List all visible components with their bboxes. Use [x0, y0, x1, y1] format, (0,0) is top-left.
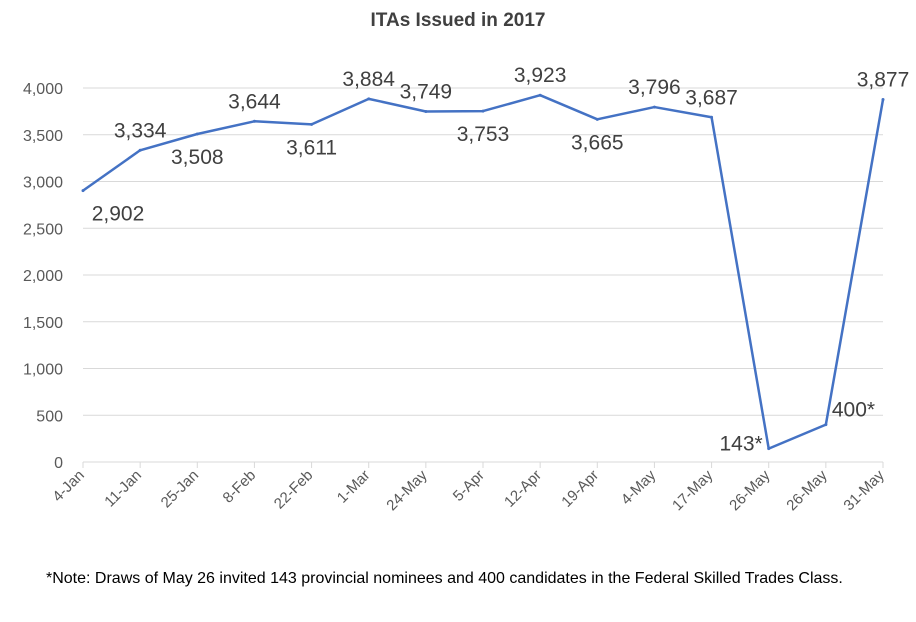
data-point: [595, 117, 599, 121]
x-tick-label: 5-Apr: [450, 467, 488, 505]
y-tick-label: 1,500: [23, 315, 63, 332]
data-point: [538, 93, 542, 97]
x-tick-label: 22-Feb: [271, 467, 317, 513]
x-tick-label: 11-Jan: [101, 467, 145, 511]
data-label: 3,334: [114, 119, 167, 142]
x-tick-label: 17-May: [669, 466, 717, 514]
data-label: 3,687: [685, 86, 738, 109]
y-tick-label: 1,000: [23, 362, 63, 379]
data-point: [367, 97, 371, 101]
data-point: [138, 148, 142, 152]
data-point: [824, 423, 828, 427]
data-label: 3,749: [400, 80, 453, 103]
data-label: 3,877: [857, 69, 910, 92]
data-point: [767, 447, 771, 451]
y-tick-label: 4,000: [23, 81, 63, 98]
data-label: 3,665: [571, 131, 624, 154]
data-label: 143*: [719, 433, 762, 456]
x-tick-label: 8-Feb: [220, 467, 260, 507]
data-point: [252, 119, 256, 123]
data-point: [710, 115, 714, 119]
data-label: 3,884: [342, 68, 395, 91]
data-label: 3,644: [228, 90, 281, 113]
footnote: *Note: Draws of May 26 invited 143 provi…: [46, 570, 843, 587]
x-tick-label: 25-Jan: [158, 467, 202, 511]
y-tick-label: 2,000: [23, 268, 63, 285]
y-tick-label: 2,500: [23, 221, 63, 238]
data-point: [310, 122, 314, 126]
data-label: 400*: [832, 399, 875, 422]
x-tick-label: 26-May: [783, 466, 831, 514]
x-tick-label: 4-May: [618, 466, 660, 508]
data-point: [481, 109, 485, 113]
line-chart: ITAs Issued in 2017 0 500 1,000 1,500 2,000 2…: [23, 10, 910, 514]
x-tick-label: 19-Apr: [558, 467, 602, 511]
y-tick-label: 3,000: [23, 175, 63, 192]
data-label: 3,611: [286, 136, 337, 159]
x-tick-label: 24-May: [383, 466, 431, 514]
data-label: 3,508: [171, 146, 224, 169]
data-label: 3,796: [628, 76, 681, 99]
y-tick-label: 3,500: [23, 128, 63, 145]
x-tick-label: 1-Mar: [334, 467, 374, 507]
data-point: [81, 189, 85, 193]
x-tick-label: 26-May: [726, 466, 774, 514]
x-tick-label: 31-May: [840, 466, 888, 514]
y-tick-label: 500: [36, 408, 63, 425]
data-point: [424, 109, 428, 113]
chart-title: ITAs Issued in 2017: [371, 10, 546, 31]
x-tick-label: 4-Jan: [49, 467, 88, 506]
y-tick-label: 0: [54, 455, 63, 472]
data-label: 3,923: [514, 64, 567, 87]
data-point: [195, 132, 199, 136]
data-point: [652, 105, 656, 109]
x-tick-label: 12-Apr: [501, 467, 545, 511]
data-label: 2,902: [92, 203, 145, 226]
data-point: [881, 98, 885, 102]
data-label: 3,753: [457, 123, 510, 146]
